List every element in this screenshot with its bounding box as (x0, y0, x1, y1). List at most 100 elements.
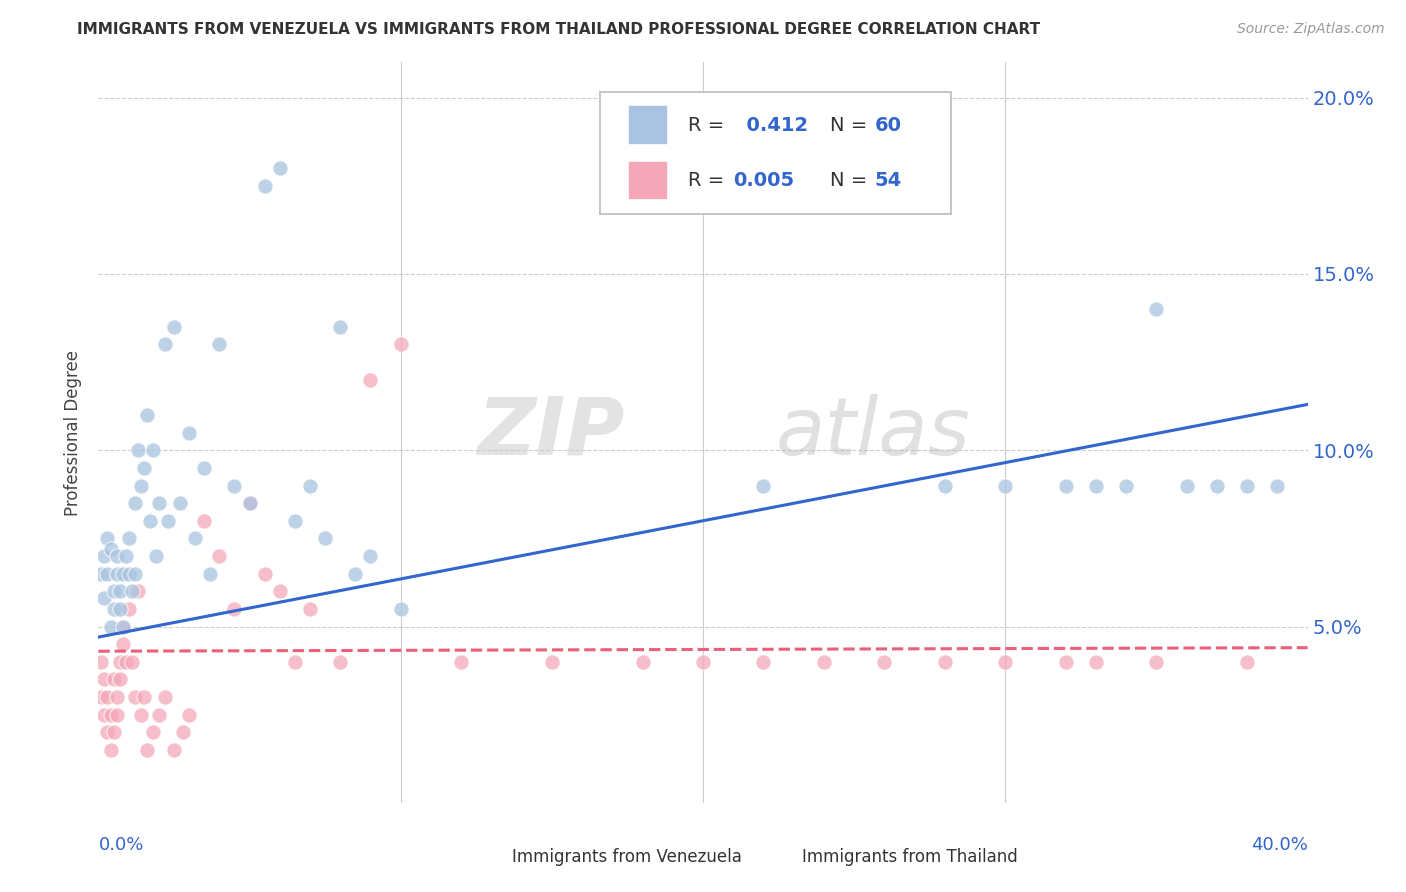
Point (90, 690, 112, 704)
Point (269, 161, 291, 176)
Point (179, 707, 201, 722)
FancyBboxPatch shape (474, 844, 503, 871)
Point (193, 461, 215, 475)
Point (132, 690, 155, 704)
Point (142, 443, 165, 458)
Point (96, 725, 118, 739)
Point (193, 514, 215, 528)
Text: N =: N = (830, 171, 873, 190)
Point (148, 707, 170, 722)
Point (105, 566, 128, 581)
Point (631, 655, 654, 669)
Point (96, 532, 118, 546)
Point (994, 478, 1017, 492)
Point (692, 655, 714, 669)
Point (127, 584, 149, 599)
Point (314, 532, 336, 546)
Text: Immigrants from Thailand: Immigrants from Thailand (803, 848, 1018, 866)
Point (224, 602, 246, 616)
Point (124, 690, 146, 704)
Point (934, 655, 956, 669)
Point (100, 743, 122, 757)
Point (208, 549, 231, 563)
Y-axis label: Professional Degree: Professional Degree (65, 350, 83, 516)
Point (108, 673, 131, 687)
Point (1175, 478, 1198, 492)
Point (1054, 655, 1077, 669)
Point (752, 478, 775, 492)
Text: 54: 54 (875, 171, 903, 190)
Text: Immigrants from Venezuela: Immigrants from Venezuela (512, 848, 742, 866)
Point (93, 549, 115, 563)
Point (96, 690, 118, 704)
Point (121, 584, 143, 599)
Point (239, 496, 262, 510)
Text: 60: 60 (875, 116, 901, 135)
Point (172, 725, 194, 739)
Point (93, 707, 115, 722)
Point (114, 655, 136, 669)
Point (208, 337, 231, 351)
Point (813, 655, 835, 669)
Point (360, 549, 382, 563)
Point (135, 408, 157, 422)
Point (1267, 478, 1289, 492)
Text: ZIP: ZIP (477, 393, 624, 472)
Point (1236, 478, 1258, 492)
Point (224, 478, 246, 492)
FancyBboxPatch shape (763, 844, 794, 871)
Point (132, 461, 155, 475)
Point (156, 514, 179, 528)
Point (1085, 655, 1108, 669)
Text: 0.412: 0.412 (734, 116, 808, 135)
Point (253, 178, 276, 193)
Point (153, 690, 176, 704)
Point (1236, 655, 1258, 669)
Point (299, 602, 322, 616)
Point (129, 707, 152, 722)
Point (127, 443, 149, 458)
Point (118, 566, 141, 581)
Point (93, 673, 115, 687)
Point (1144, 655, 1167, 669)
Point (142, 725, 165, 739)
Point (329, 655, 352, 669)
Point (100, 707, 122, 722)
Text: R =: R = (689, 116, 731, 135)
Point (96, 566, 118, 581)
Point (1115, 478, 1137, 492)
Point (450, 655, 472, 669)
FancyBboxPatch shape (628, 105, 666, 144)
Text: 40.0%: 40.0% (1251, 836, 1308, 855)
Point (93, 591, 115, 606)
Point (118, 532, 141, 546)
Point (108, 655, 131, 669)
Text: R =: R = (689, 171, 731, 190)
Point (389, 337, 412, 351)
Point (105, 690, 128, 704)
Text: Source: ZipAtlas.com: Source: ZipAtlas.com (1237, 22, 1385, 37)
Point (752, 655, 775, 669)
Point (540, 655, 562, 669)
Point (103, 725, 125, 739)
Point (105, 707, 128, 722)
Point (1144, 302, 1167, 317)
Point (111, 566, 134, 581)
Point (299, 478, 322, 492)
Text: N =: N = (830, 116, 873, 135)
Point (389, 602, 412, 616)
Point (329, 319, 352, 334)
Point (105, 549, 128, 563)
Point (124, 566, 146, 581)
Point (1085, 478, 1108, 492)
Point (169, 496, 191, 510)
Point (284, 514, 307, 528)
Point (124, 496, 146, 510)
Point (108, 584, 131, 599)
Text: 0.0%: 0.0% (98, 836, 143, 855)
Point (100, 541, 122, 556)
Point (139, 514, 162, 528)
Text: atlas: atlas (776, 393, 970, 472)
Point (153, 337, 176, 351)
Point (253, 566, 276, 581)
